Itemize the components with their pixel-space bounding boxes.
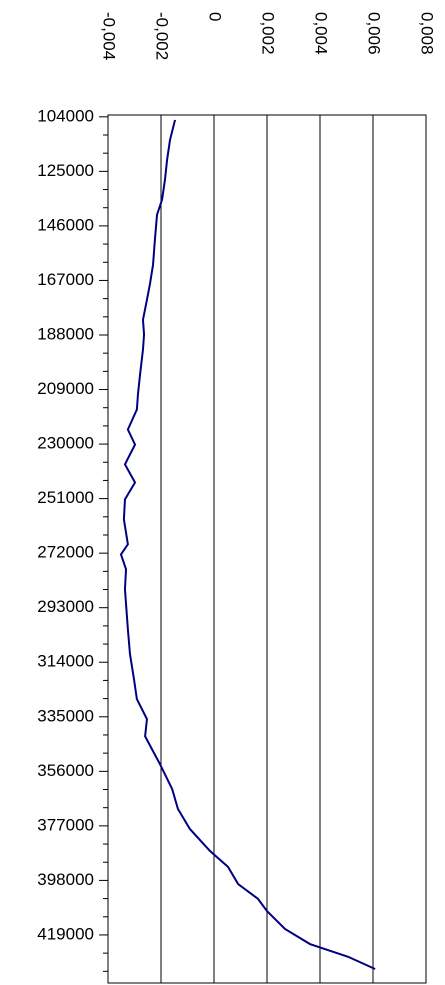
depth-tick-label: 104000: [37, 106, 94, 125]
depth-tick-label: 251000: [37, 488, 94, 507]
depth-tick-label: 209000: [37, 379, 94, 398]
depth-tick-label: 377000: [37, 815, 94, 834]
value-tick-label: 0,002: [259, 12, 278, 55]
depth-tick-label: 419000: [37, 924, 94, 943]
depth-tick-label: 125000: [37, 161, 94, 180]
value-tick-label: 0,006: [365, 12, 384, 55]
depth-tick-label: 188000: [37, 324, 94, 343]
value-tick-label: -0,002: [153, 12, 172, 60]
plot-frame: [107, 114, 427, 984]
value-tick-label: -0,004: [100, 12, 119, 60]
value-tick-label: 0: [206, 12, 225, 21]
depth-tick-label: 398000: [37, 870, 94, 889]
depth-tick-label: 356000: [37, 761, 94, 780]
depth-tick-label: 272000: [37, 543, 94, 562]
value-tick-label: 0,008: [418, 12, 437, 55]
data-line: [119, 119, 376, 970]
depth-tick-label: 167000: [37, 270, 94, 289]
depth-tick-label: 230000: [37, 434, 94, 453]
depth-tick-label: 146000: [37, 215, 94, 234]
depth-tick-label: 314000: [37, 652, 94, 671]
depth-tick-label: 335000: [37, 706, 94, 725]
depth-tick-label: 293000: [37, 597, 94, 616]
value-tick-label: 0,004: [312, 12, 331, 55]
